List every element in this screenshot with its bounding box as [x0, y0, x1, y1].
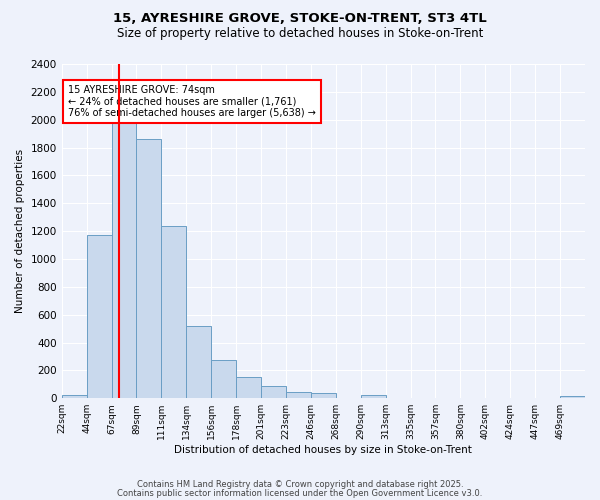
Bar [261, 386, 286, 398]
Bar [236, 376, 261, 398]
Bar [186, 326, 211, 398]
Text: Size of property relative to detached houses in Stoke-on-Trent: Size of property relative to detached ho… [117, 28, 483, 40]
Text: Contains HM Land Registry data © Crown copyright and database right 2025.: Contains HM Land Registry data © Crown c… [137, 480, 463, 489]
X-axis label: Distribution of detached houses by size in Stoke-on-Trent: Distribution of detached houses by size … [175, 445, 472, 455]
Text: Contains public sector information licensed under the Open Government Licence v3: Contains public sector information licen… [118, 488, 482, 498]
Bar [62, 394, 86, 398]
Text: 15 AYRESHIRE GROVE: 74sqm
← 24% of detached houses are smaller (1,761)
76% of se: 15 AYRESHIRE GROVE: 74sqm ← 24% of detac… [68, 85, 316, 118]
Bar [311, 392, 336, 398]
Bar [560, 396, 585, 398]
Bar [86, 236, 112, 398]
Text: 15, AYRESHIRE GROVE, STOKE-ON-TRENT, ST3 4TL: 15, AYRESHIRE GROVE, STOKE-ON-TRENT, ST3… [113, 12, 487, 26]
Bar [286, 392, 311, 398]
Bar [112, 120, 136, 398]
Bar [136, 139, 161, 398]
Bar [211, 360, 236, 398]
Y-axis label: Number of detached properties: Number of detached properties [15, 149, 25, 313]
Bar [161, 226, 186, 398]
Bar [361, 396, 386, 398]
